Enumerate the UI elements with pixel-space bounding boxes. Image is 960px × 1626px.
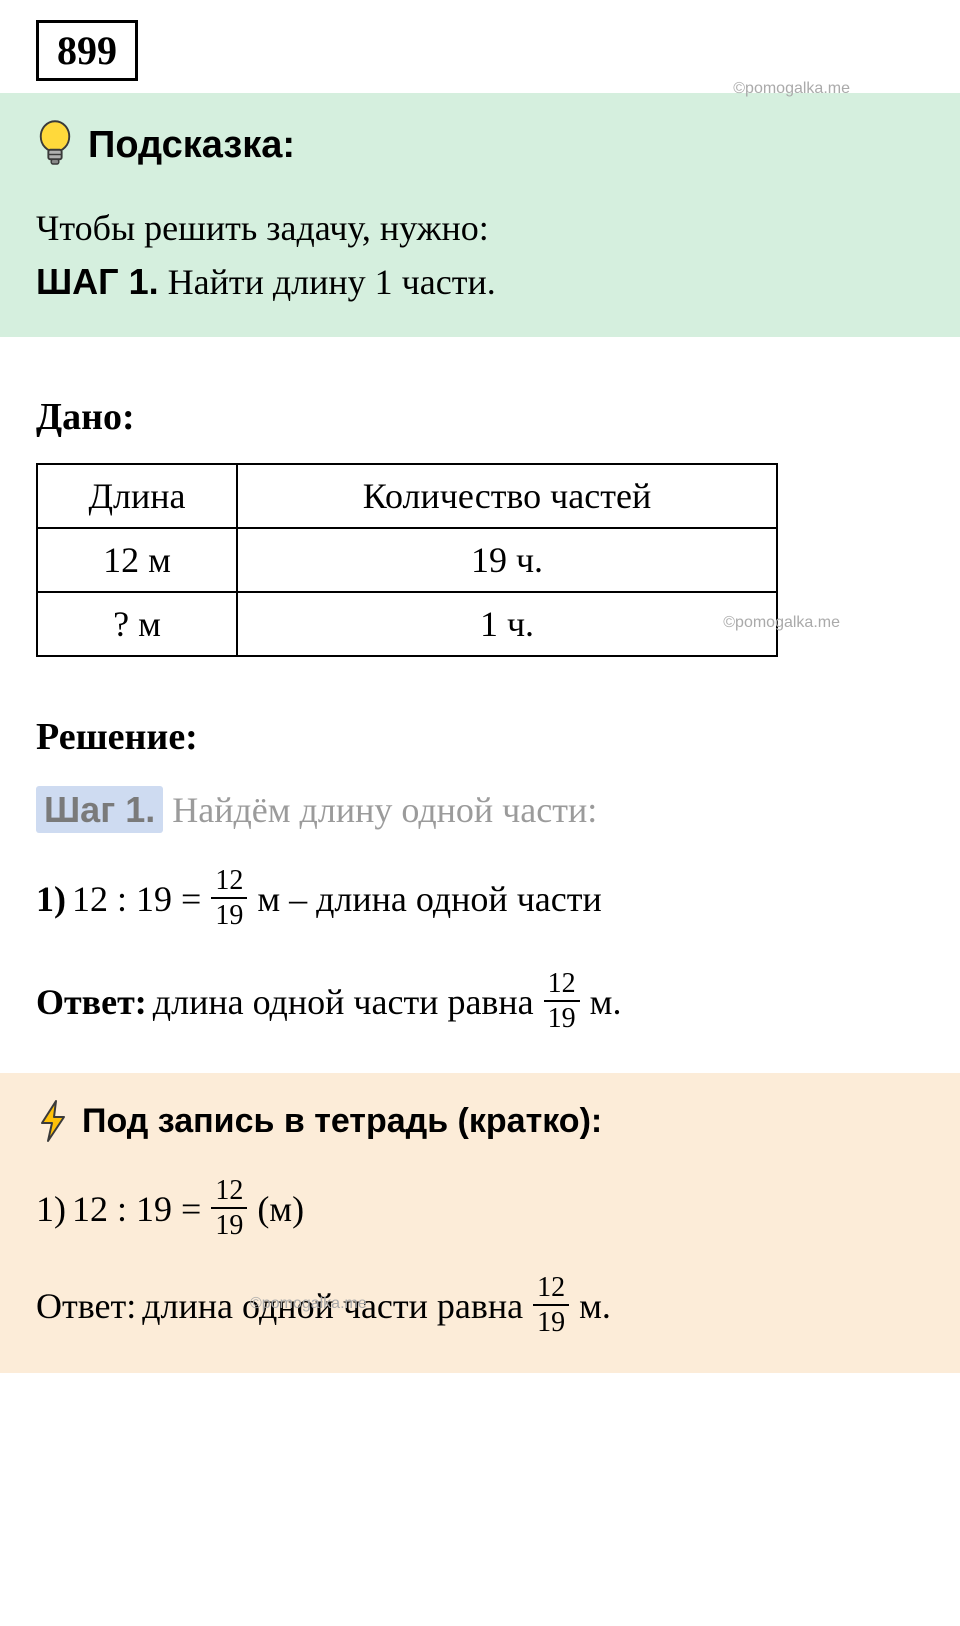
table-cell: 19 ч. <box>237 528 777 592</box>
solution-calculation: 1) 12 : 19 = 12 19 м – длина одной части <box>36 867 960 930</box>
answer-unit: м. <box>590 981 622 1023</box>
table-header-row: Длина Количество частей <box>37 464 777 528</box>
watermark: ©pomogalka.me <box>250 1295 367 1313</box>
table-header: Количество частей <box>237 464 777 528</box>
fraction-numerator: 12 <box>211 867 247 899</box>
hint-step-text: Найти длину 1 части. <box>168 262 496 302</box>
table-row: ? м 1 ч. <box>37 592 777 656</box>
calc-suffix: (м) <box>257 1188 304 1230</box>
calc-number: 1) <box>36 1188 66 1230</box>
solution-answer: Ответ: длина одной части равна 12 19 м. <box>36 970 960 1033</box>
given-table: Длина Количество частей 12 м 19 ч. ? м 1… <box>36 463 778 657</box>
fraction-denominator: 19 <box>544 1002 580 1033</box>
given-title: Дано: <box>36 395 960 439</box>
fraction: 12 19 <box>211 867 247 930</box>
table-cell: 1 ч. <box>237 592 777 656</box>
watermark: ©pomogalka.me <box>723 614 840 632</box>
fraction-denominator: 19 <box>211 1209 247 1240</box>
fraction-numerator: 12 <box>544 970 580 1002</box>
fraction: 12 19 <box>544 970 580 1033</box>
problem-number: 899 <box>36 20 138 81</box>
answer-label: Ответ: <box>36 981 147 1023</box>
brief-calculation: 1) 12 : 19 = 12 19 (м) <box>36 1177 924 1240</box>
step-badge: Шаг 1. <box>36 786 163 833</box>
lightning-icon <box>36 1099 70 1143</box>
hint-title-row: Подсказка: <box>36 119 924 171</box>
calc-lhs: 12 : 19 = <box>72 1188 201 1230</box>
answer-text: длина одной части равна <box>153 981 534 1023</box>
calc-suffix: м – длина одной части <box>257 878 601 920</box>
brief-title-row: Под запись в тетрадь (кратко): <box>36 1099 924 1143</box>
table-cell: ? м <box>37 592 237 656</box>
table-cell: 12 м <box>37 528 237 592</box>
hint-step: ШАГ 1. Найти длину 1 части. <box>36 261 924 303</box>
watermark: ©pomogalka.me <box>733 80 850 98</box>
hint-box: Подсказка: Чтобы решить задачу, нужно: Ш… <box>0 93 960 337</box>
answer-unit: м. <box>579 1285 611 1327</box>
brief-answer: Ответ: длина одной части равна 12 19 м. <box>36 1274 924 1337</box>
fraction: 12 19 <box>533 1274 569 1337</box>
fraction-numerator: 12 <box>533 1274 569 1306</box>
solution-title: Решение: <box>36 715 960 759</box>
step-description: Найдём длину одной части: <box>172 790 597 830</box>
brief-title: Под запись в тетрадь (кратко): <box>82 1102 602 1141</box>
calc-number: 1) <box>36 878 66 920</box>
hint-title: Подсказка: <box>88 124 295 167</box>
calc-lhs: 12 : 19 = <box>72 878 201 920</box>
solution-step-line: Шаг 1. Найдём длину одной части: <box>36 789 960 831</box>
table-row: 12 м 19 ч. <box>37 528 777 592</box>
table-header: Длина <box>37 464 237 528</box>
fraction-numerator: 12 <box>211 1177 247 1209</box>
hint-intro: Чтобы решить задачу, нужно: <box>36 207 924 249</box>
fraction-denominator: 19 <box>211 899 247 930</box>
brief-box: Под запись в тетрадь (кратко): 1) 12 : 1… <box>0 1073 960 1373</box>
fraction: 12 19 <box>211 1177 247 1240</box>
lightbulb-icon <box>36 119 74 171</box>
fraction-denominator: 19 <box>533 1306 569 1337</box>
answer-label: Ответ: <box>36 1285 136 1327</box>
hint-step-label: ШАГ 1. <box>36 261 159 302</box>
